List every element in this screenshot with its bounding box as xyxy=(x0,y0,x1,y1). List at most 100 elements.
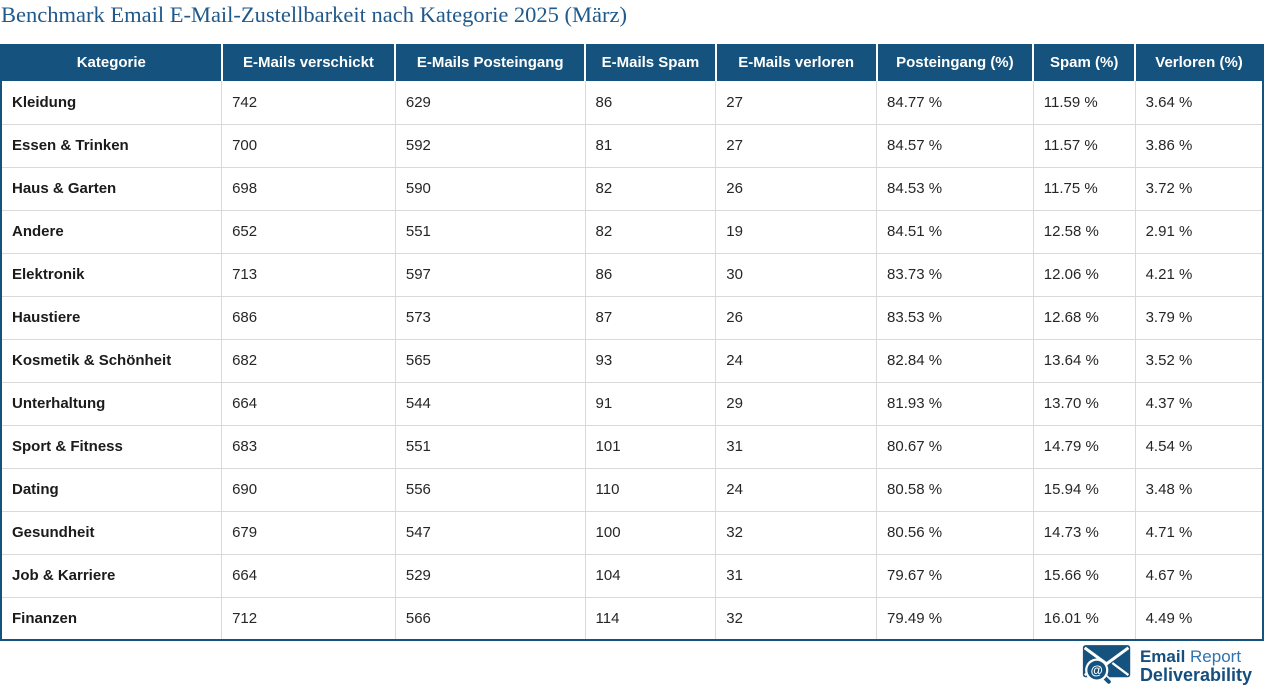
value-cell: 11.59 % xyxy=(1033,81,1136,125)
category-cell: Unterhaltung xyxy=(1,382,223,426)
value-cell: 83.53 % xyxy=(876,296,1034,340)
column-header: E-Mails verschickt xyxy=(220,44,396,81)
value-cell: 83.73 % xyxy=(876,253,1034,297)
value-cell: 629 xyxy=(395,81,586,125)
category-cell: Sport & Fitness xyxy=(1,425,223,469)
value-cell: 31 xyxy=(715,554,878,598)
value-cell: 551 xyxy=(395,425,586,469)
value-cell: 80.58 % xyxy=(876,468,1034,512)
category-cell: Andere xyxy=(1,210,223,254)
value-cell: 30 xyxy=(715,253,878,297)
page-title: Benchmark Email E-Mail-Zustellbarkeit na… xyxy=(1,2,628,27)
category-cell: Gesundheit xyxy=(1,511,223,555)
value-cell: 24 xyxy=(715,339,878,383)
value-cell: 11.57 % xyxy=(1033,124,1136,168)
brand-logo[interactable]: @ Email Report Deliverability xyxy=(1082,642,1252,689)
table-row: Sport & Fitness 683 551 101 31 80.67 % 14.79 %… xyxy=(1,425,1263,469)
category-cell: Finanzen xyxy=(1,597,223,640)
at-symbol: @ xyxy=(1091,664,1103,678)
value-cell: 93 xyxy=(585,339,717,383)
column-header: Verloren (%) xyxy=(1134,44,1263,81)
value-cell: 566 xyxy=(395,597,586,640)
column-header: E-Mails Spam xyxy=(584,44,716,81)
value-cell: 4.37 % xyxy=(1135,382,1263,426)
table-row: Andere 652 551 82 19 84.51 % 12.58 % 2.91 % xyxy=(1,210,1263,254)
value-cell: 2.91 % xyxy=(1135,210,1263,254)
value-cell: 24 xyxy=(715,468,878,512)
value-cell: 82.84 % xyxy=(876,339,1034,383)
table-row: Finanzen 712 566 114 32 79.49 % 16.01 % 4.49 % xyxy=(1,597,1263,640)
value-cell: 4.49 % xyxy=(1135,597,1263,640)
value-cell: 15.94 % xyxy=(1033,468,1136,512)
value-cell: 110 xyxy=(585,468,717,512)
value-cell: 682 xyxy=(221,339,396,383)
value-cell: 4.54 % xyxy=(1135,425,1263,469)
table-row: Unterhaltung 664 544 91 29 81.93 % 13.70 % 4.37… xyxy=(1,382,1263,426)
value-cell: 82 xyxy=(585,167,717,211)
value-cell: 79.67 % xyxy=(876,554,1034,598)
table-row: Elektronik 713 597 86 30 83.73 % 12.06 % 4.21 % xyxy=(1,253,1263,297)
category-cell: Kosmetik & Schönheit xyxy=(1,339,223,383)
value-cell: 81.93 % xyxy=(876,382,1034,426)
table-row: Haustiere 686 573 87 26 83.53 % 12.68 % 3.79 % xyxy=(1,296,1263,340)
value-cell: 679 xyxy=(221,511,396,555)
value-cell: 82 xyxy=(585,210,717,254)
value-cell: 573 xyxy=(395,296,586,340)
value-cell: 104 xyxy=(585,554,717,598)
value-cell: 4.71 % xyxy=(1135,511,1263,555)
value-cell: 114 xyxy=(585,597,717,640)
value-cell: 27 xyxy=(715,124,878,168)
table-body: Kleidung 742 629 86 27 84.77 % 11.59 % 3.64 % Es… xyxy=(1,81,1263,640)
value-cell: 565 xyxy=(395,339,586,383)
value-cell: 529 xyxy=(395,554,586,598)
value-cell: 80.56 % xyxy=(876,511,1034,555)
value-cell: 683 xyxy=(221,425,396,469)
value-cell: 3.48 % xyxy=(1135,468,1263,512)
value-cell: 87 xyxy=(585,296,717,340)
value-cell: 556 xyxy=(395,468,586,512)
value-cell: 81 xyxy=(585,124,717,168)
table-row: Dating 690 556 110 24 80.58 % 15.94 % 3.48 % xyxy=(1,468,1263,512)
value-cell: 26 xyxy=(715,296,878,340)
value-cell: 590 xyxy=(395,167,586,211)
value-cell: 12.68 % xyxy=(1033,296,1136,340)
value-cell: 16.01 % xyxy=(1033,597,1136,640)
value-cell: 32 xyxy=(715,597,878,640)
value-cell: 597 xyxy=(395,253,586,297)
category-cell: Elektronik xyxy=(1,253,223,297)
value-cell: 664 xyxy=(221,554,396,598)
column-header: E-Mails verloren xyxy=(714,44,877,81)
value-cell: 12.58 % xyxy=(1033,210,1136,254)
value-cell: 712 xyxy=(221,597,396,640)
column-header: E-Mails Posteingang xyxy=(394,44,586,81)
value-cell: 19 xyxy=(715,210,878,254)
category-cell: Haustiere xyxy=(1,296,223,340)
value-cell: 592 xyxy=(395,124,586,168)
column-header: Posteingang (%) xyxy=(875,44,1034,81)
footer: @ Email Report Deliverability xyxy=(0,641,1264,688)
value-cell: 698 xyxy=(221,167,396,211)
category-cell: Essen & Trinken xyxy=(1,124,223,168)
value-cell: 80.67 % xyxy=(876,425,1034,469)
value-cell: 686 xyxy=(221,296,396,340)
value-cell: 27 xyxy=(715,81,878,125)
table-row: Job & Karriere 664 529 104 31 79.67 % 15.66 % 4… xyxy=(1,554,1263,598)
value-cell: 742 xyxy=(221,81,396,125)
value-cell: 86 xyxy=(585,253,717,297)
value-cell: 32 xyxy=(715,511,878,555)
value-cell: 100 xyxy=(585,511,717,555)
value-cell: 79.49 % xyxy=(876,597,1034,640)
value-cell: 31 xyxy=(715,425,878,469)
column-header: Kategorie xyxy=(1,44,222,81)
value-cell: 3.72 % xyxy=(1135,167,1263,211)
table-row: Gesundheit 679 547 100 32 80.56 % 14.73 % 4.71 … xyxy=(1,511,1263,555)
header-row: Kategorie E-Mails verschickt E-Mails Poste… xyxy=(1,44,1263,81)
brand-name-line1: Email Report xyxy=(1139,646,1242,666)
value-cell: 29 xyxy=(715,382,878,426)
column-header: Spam (%) xyxy=(1032,44,1136,81)
value-cell: 551 xyxy=(395,210,586,254)
category-cell: Kleidung xyxy=(1,81,223,125)
benchmark-table: Kategorie E-Mails verschickt E-Mails Poste… xyxy=(0,44,1264,641)
value-cell: 3.52 % xyxy=(1135,339,1263,383)
value-cell: 13.64 % xyxy=(1033,339,1136,383)
